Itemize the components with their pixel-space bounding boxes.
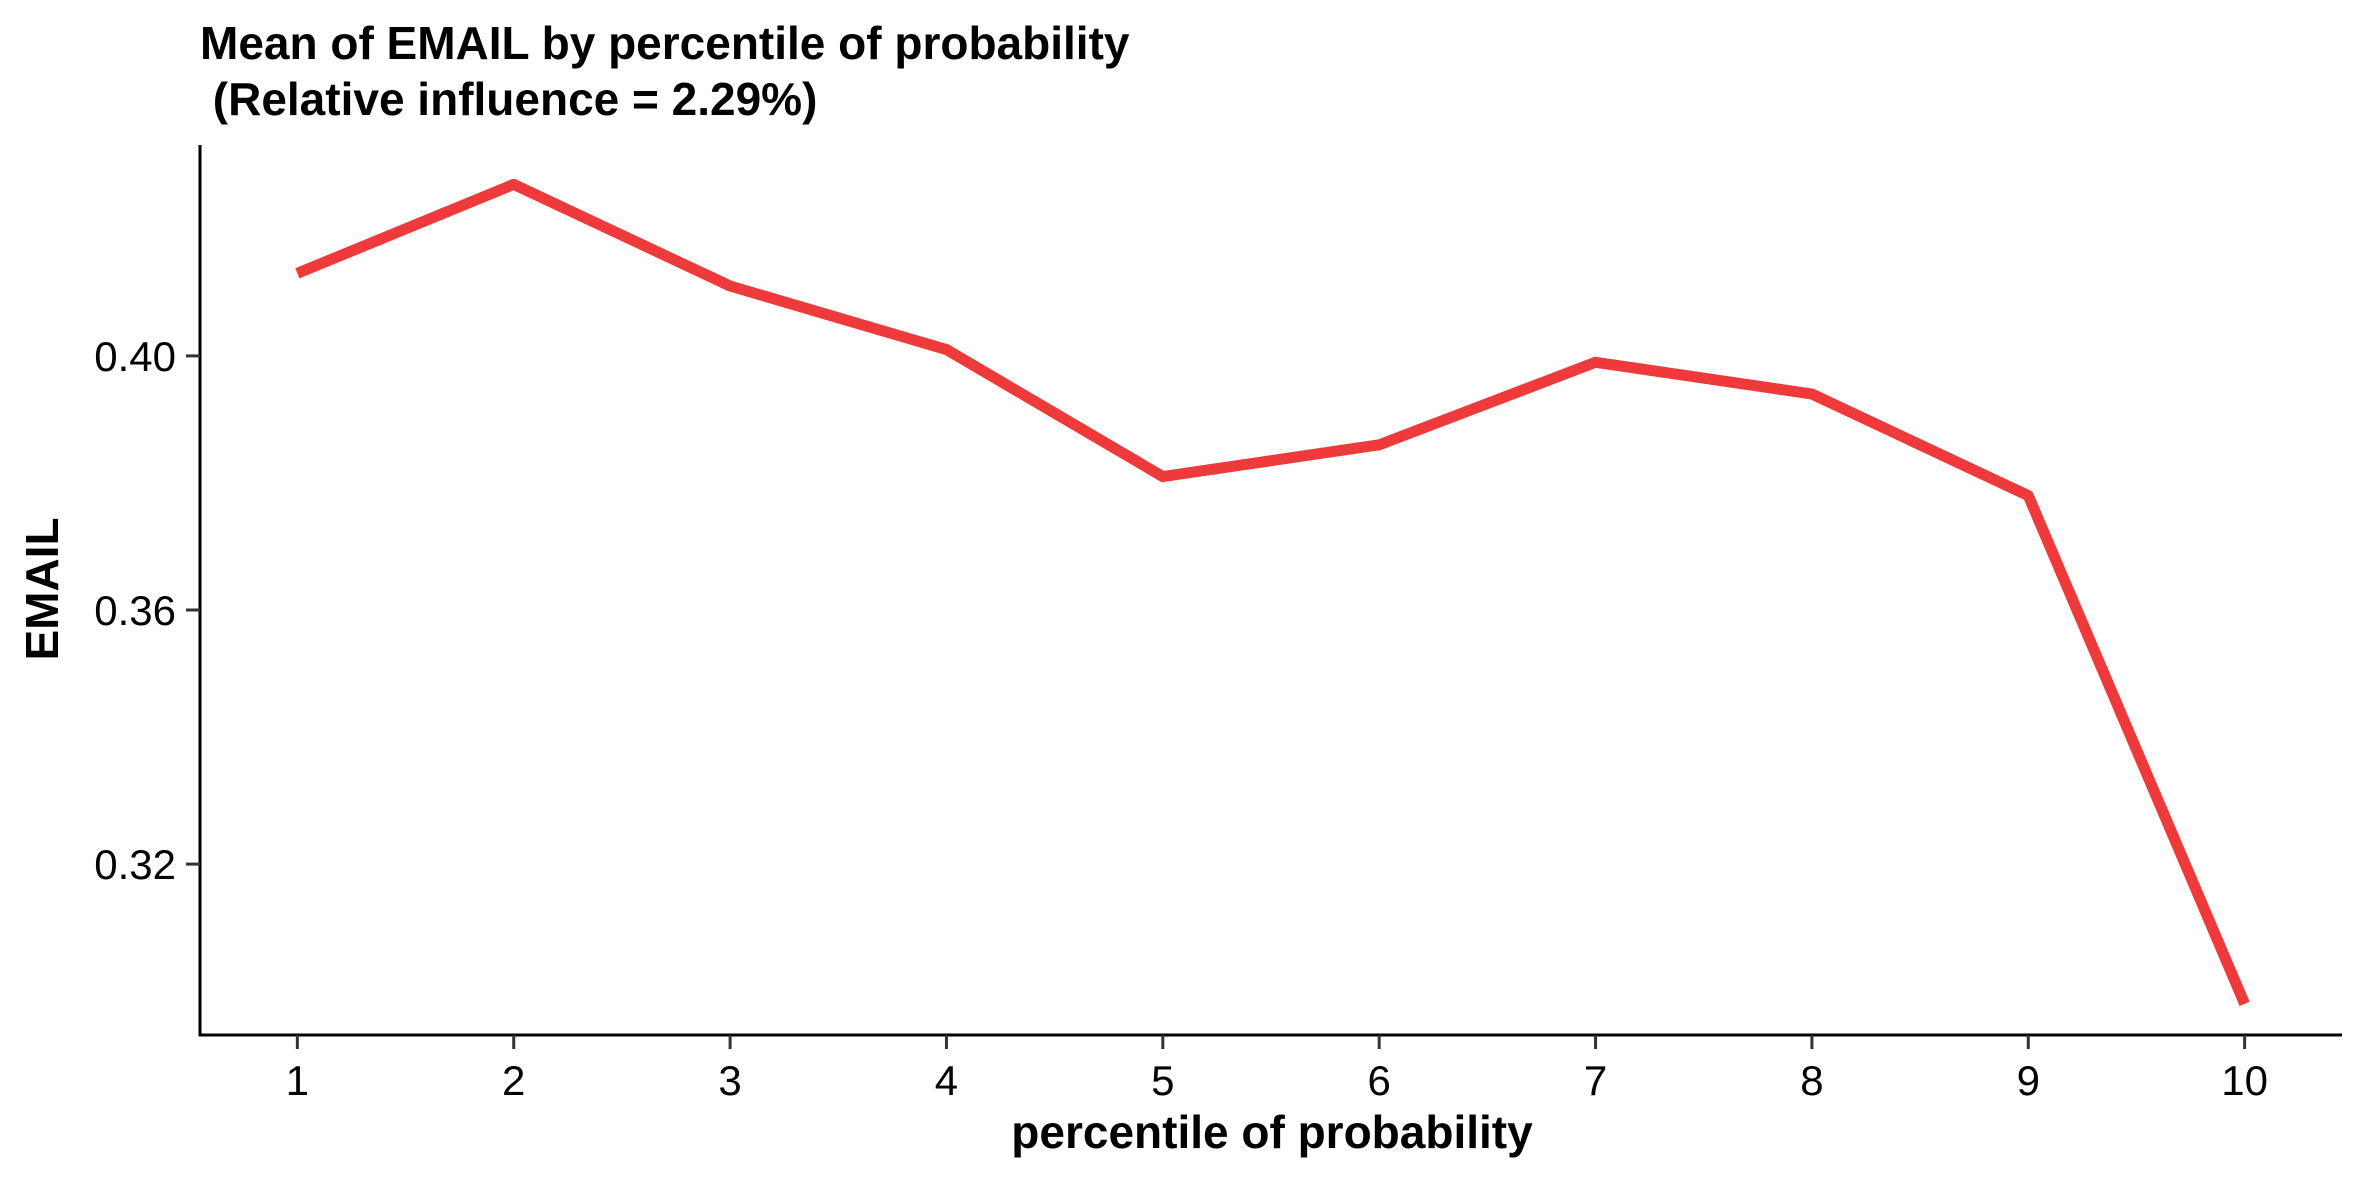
x-tick-label: 2 (502, 1057, 525, 1104)
x-axis-title: percentile of probability (1011, 1106, 1533, 1158)
x-tick-label: 5 (1151, 1057, 1174, 1104)
x-tick-label: 9 (2017, 1057, 2040, 1104)
x-tick-label: 7 (1584, 1057, 1607, 1104)
x-tick-label: 8 (1800, 1057, 1823, 1104)
x-tick-label: 3 (718, 1057, 741, 1104)
x-tick-label: 1 (286, 1057, 309, 1104)
y-tick-label: 0.36 (94, 587, 176, 634)
y-axis-title: EMAIL (16, 517, 68, 660)
y-tick-label: 0.32 (94, 841, 176, 888)
x-tick-label: 10 (2221, 1057, 2268, 1104)
series-line (295, 178, 2250, 1007)
chart-subtitle: (Relative influence = 2.29%) (200, 73, 818, 125)
x-tick-label: 6 (1368, 1057, 1391, 1104)
chart-title: Mean of EMAIL by percentile of probabili… (200, 17, 1130, 69)
y-tick-label: 0.40 (94, 333, 176, 380)
x-tick-label: 4 (935, 1057, 958, 1104)
